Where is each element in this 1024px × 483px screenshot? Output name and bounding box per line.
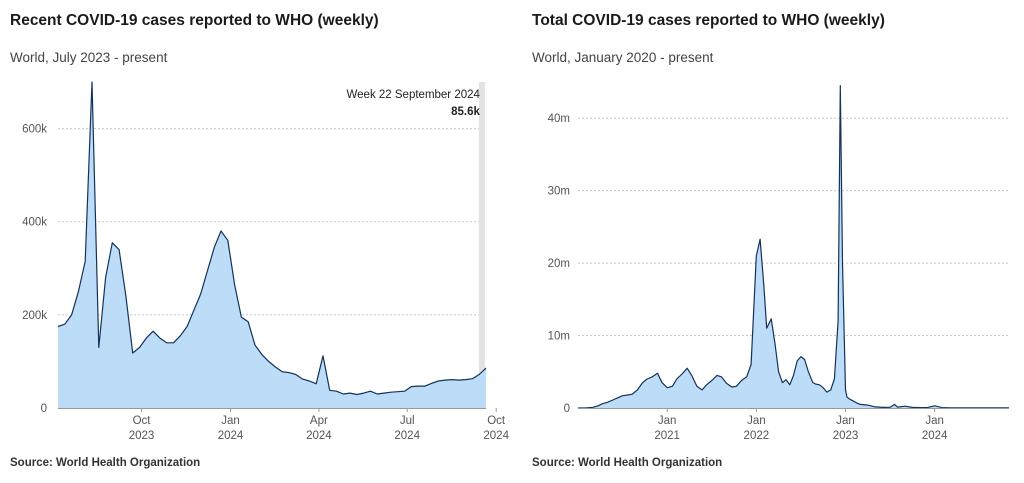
x-tick-label-month: Jan [658, 415, 677, 427]
y-tick-label: 0 [41, 403, 47, 415]
y-tick-label: 200k [22, 310, 47, 322]
x-tick-label-year: 2024 [306, 430, 332, 442]
tooltip-value: 85.6k [451, 106, 480, 118]
x-tick-label-month: Oct [487, 415, 506, 427]
x-tick-label-month: Oct [133, 415, 152, 427]
x-tick-label-year: 2022 [744, 430, 770, 442]
y-tick-label: 400k [22, 217, 47, 229]
y-tick-label: 10m [548, 331, 570, 343]
chart-title: Total COVID-19 cases reported to WHO (we… [532, 12, 885, 29]
total-cases-chart[interactable]: 0 10m 20m 30m 40m Jan 2021 Jan 2022 Jan 2023 Jan 202… [522, 0, 1022, 450]
y-tick-label: 30m [548, 186, 570, 198]
x-tick-label-month: Apr [310, 415, 328, 427]
x-tick-label-year: 2023 [833, 430, 859, 442]
x-tick-label-month: Jan [747, 415, 766, 427]
x-tick-label-year: 2024 [218, 430, 244, 442]
chart-subtitle: World, July 2023 - present [10, 50, 168, 65]
chart-title: Recent COVID-19 cases reported to WHO (w… [10, 12, 379, 29]
x-tick-label-month: Jan [925, 415, 944, 427]
recent-cases-chart-panel: Recent COVID-19 cases reported to WHO (w… [0, 0, 510, 483]
x-tick-label-year: 2024 [394, 430, 420, 442]
hover-highlight [478, 82, 485, 408]
series-area [578, 85, 1009, 408]
x-tick-label-month: Jan [221, 415, 240, 427]
chart-source: Source: World Health Organization [532, 457, 723, 469]
x-tick-label-year: 2023 [129, 430, 155, 442]
total-cases-chart-panel: Total COVID-19 cases reported to WHO (we… [522, 0, 1022, 483]
x-tick-label-year: 2024 [483, 430, 509, 442]
x-tick-label-year: 2024 [922, 430, 948, 442]
y-tick-label: 0 [564, 403, 570, 415]
chart-source: Source: World Health Organization [10, 457, 201, 469]
x-tick-label-year: 2021 [654, 430, 680, 442]
series-line[interactable] [578, 85, 1009, 409]
x-tick-label-month: Jan [836, 415, 855, 427]
series-line[interactable] [57, 81, 487, 396]
tooltip-week-label: Week 22 September 2024 [347, 89, 481, 101]
y-tick-label: 20m [548, 258, 570, 270]
y-tick-label: 40m [548, 113, 570, 125]
recent-cases-chart[interactable]: 0 200k 400k 600k Oct 2023 Jan 2024 Apr 2024 Jul 202… [0, 0, 510, 450]
series-area [58, 82, 486, 408]
chart-subtitle: World, January 2020 - present [532, 50, 714, 65]
y-tick-label: 600k [22, 124, 47, 136]
x-tick-label-month: Jul [400, 415, 415, 427]
